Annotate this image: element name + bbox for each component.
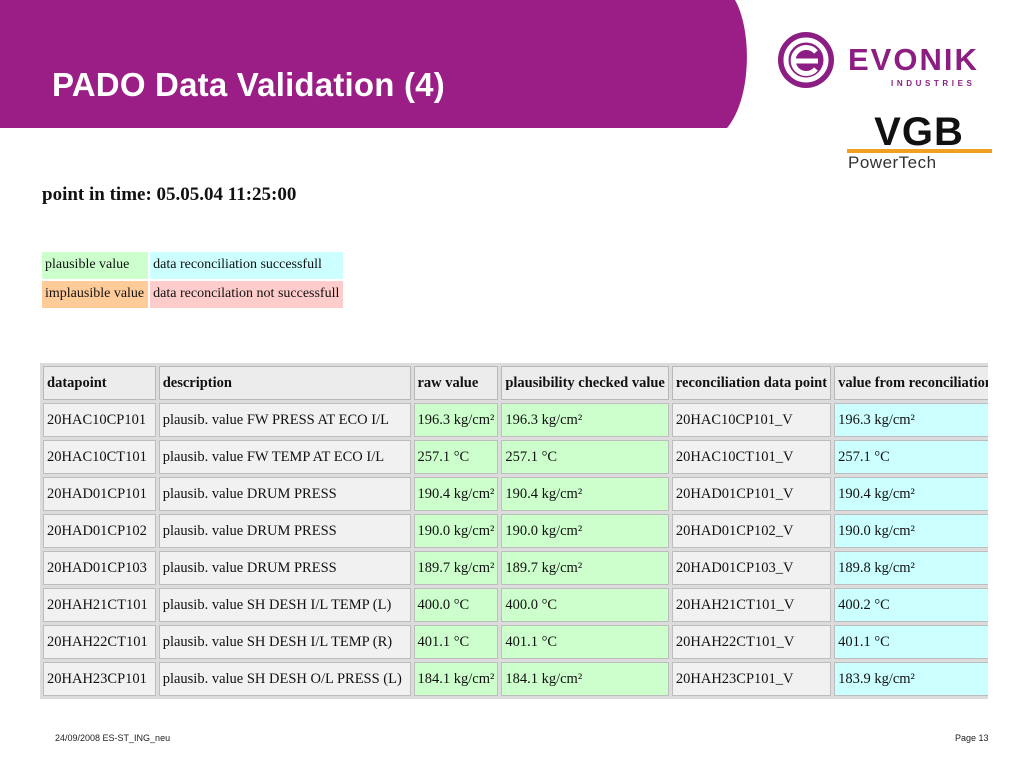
column-header-reconciliation-value: value from reconciliation [834, 366, 988, 400]
cell-description: plausib. value FW TEMP AT ECO I/L [158, 440, 411, 474]
cell-description: plausib. value FW PRESS AT ECO I/L [158, 403, 411, 437]
slide-title: PADO Data Validation (4) [52, 66, 445, 103]
evonik-logo [778, 32, 834, 88]
cell-reconciliation-value: 189.8 kg/cm² [834, 551, 988, 585]
vgb-wordmark: VGB [874, 110, 964, 154]
cell-raw-value: 184.1 kg/cm² [413, 662, 499, 696]
column-header-datapoint: datapoint [43, 366, 156, 400]
data-validation-screenshot: point in time: 05.05.04 11:25:00 plausib… [40, 178, 988, 716]
cell-reconciliation-point: 20HAD01CP102_V [671, 514, 832, 548]
cell-reconciliation-value: 190.4 kg/cm² [834, 477, 988, 511]
cell-raw-value: 401.1 °C [413, 625, 499, 659]
legend-label: plausible value [42, 252, 149, 279]
cell-reconciliation-point: 20HAD01CP103_V [671, 551, 832, 585]
cell-reconciliation-value: 400.2 °C [834, 588, 988, 622]
cell-description: plausib. value DRUM PRESS [158, 551, 411, 585]
legend-description: data reconciliation successfull [150, 252, 344, 279]
cell-datapoint: 20HAC10CP101 [43, 403, 156, 437]
cell-reconciliation-value: 401.1 °C [834, 625, 988, 659]
cell-description: plausib. value SH DESH O/L PRESS (L) [158, 662, 411, 696]
evonik-wordmark: EVONIK [848, 42, 979, 77]
table-header-row: datapoint description raw value plausibi… [43, 366, 988, 400]
cell-reconciliation-value: 257.1 °C [834, 440, 988, 474]
table-row: 20HAH23CP101 plausib. value SH DESH O/L P… [43, 662, 988, 696]
evonik-emblem-ring [783, 37, 829, 83]
cell-description: plausib. value DRUM PRESS [158, 477, 411, 511]
title-banner-shape [0, 0, 747, 128]
cell-reconciliation-point: 20HAH22CT101_V [671, 625, 832, 659]
cell-datapoint: 20HAD01CP102 [43, 514, 156, 548]
cell-plausibility-value: 400.0 °C [501, 588, 669, 622]
table-row: 20HAH21CT101 plausib. value SH DESH I/L T… [43, 588, 988, 622]
cell-description: plausib. value SH DESH I/L TEMP (R) [158, 625, 411, 659]
cell-reconciliation-value: 190.0 kg/cm² [834, 514, 988, 548]
cell-plausibility-value: 189.7 kg/cm² [501, 551, 669, 585]
cell-datapoint: 20HAH22CT101 [43, 625, 156, 659]
column-header-reconciliation-point: reconciliation data point [671, 366, 832, 400]
cell-reconciliation-point: 20HAH23CP101_V [671, 662, 832, 696]
cell-raw-value: 190.0 kg/cm² [413, 514, 499, 548]
vgb-subtitle: PowerTech [848, 153, 937, 172]
table-row: 20HAD01CP103 plausib. value DRUM PRESS 189… [43, 551, 988, 585]
cell-reconciliation-point: 20HAC10CT101_V [671, 440, 832, 474]
cell-reconciliation-point: 20HAD01CP101_V [671, 477, 832, 511]
cell-plausibility-value: 196.3 kg/cm² [501, 403, 669, 437]
validation-table-frame: datapoint description raw value plausibi… [40, 363, 988, 699]
column-header-description: description [158, 366, 411, 400]
cell-reconciliation-value: 183.9 kg/cm² [834, 662, 988, 696]
table-row: 20HAD01CP102 plausib. value DRUM PRESS 190… [43, 514, 988, 548]
table-row: 20HAH22CT101 plausib. value SH DESH I/L T… [43, 625, 988, 659]
cell-raw-value: 400.0 °C [413, 588, 499, 622]
cell-datapoint: 20HAD01CP101 [43, 477, 156, 511]
cell-raw-value: 257.1 °C [413, 440, 499, 474]
cell-plausibility-value: 184.1 kg/cm² [501, 662, 669, 696]
cell-datapoint: 20HAC10CT101 [43, 440, 156, 474]
cell-description: plausib. value SH DESH I/L TEMP (L) [158, 588, 411, 622]
footer-date-doc: 24/09/2008 ES-ST_ING_neu [55, 733, 171, 743]
cell-datapoint: 20HAH23CP101 [43, 662, 156, 696]
cell-reconciliation-point: 20HAH21CT101_V [671, 588, 832, 622]
legend-row: plausible value data reconciliation succe… [42, 252, 344, 279]
cell-description: plausib. value DRUM PRESS [158, 514, 411, 548]
legend-label: implausible value [42, 281, 149, 308]
table-row: 20HAC10CP101 plausib. value FW PRESS AT E… [43, 403, 988, 437]
legend-row: implausible value data reconcilation not … [42, 281, 344, 308]
title-banner [0, 0, 747, 128]
legend-table: plausible value data reconciliation succe… [40, 250, 345, 310]
table-row: 20HAD01CP101 plausib. value DRUM PRESS 190… [43, 477, 988, 511]
cell-datapoint: 20HAH21CT101 [43, 588, 156, 622]
cell-plausibility-value: 401.1 °C [501, 625, 669, 659]
evonik-subtitle: INDUSTRIES [891, 79, 976, 88]
legend-description: data reconcilation not successfull [150, 281, 344, 308]
column-header-raw-value: raw value [413, 366, 499, 400]
column-header-plausibility: plausibility checked value [501, 366, 669, 400]
point-in-time-heading: point in time: 05.05.04 11:25:00 [42, 184, 297, 205]
evonik-emblem-e [790, 45, 818, 76]
validation-table: datapoint description raw value plausibi… [40, 363, 988, 699]
cell-raw-value: 190.4 kg/cm² [413, 477, 499, 511]
cell-raw-value: 196.3 kg/cm² [413, 403, 499, 437]
cell-raw-value: 189.7 kg/cm² [413, 551, 499, 585]
cell-plausibility-value: 190.4 kg/cm² [501, 477, 669, 511]
table-row: 20HAC10CT101 plausib. value FW TEMP AT EC… [43, 440, 988, 474]
cell-reconciliation-point: 20HAC10CP101_V [671, 403, 832, 437]
vgb-logo-bar [847, 149, 992, 153]
footer-page-number: Page 13 [955, 733, 989, 743]
vgb-orange-bar [847, 149, 992, 153]
cell-datapoint: 20HAD01CP103 [43, 551, 156, 585]
cell-plausibility-value: 190.0 kg/cm² [501, 514, 669, 548]
cell-plausibility-value: 257.1 °C [501, 440, 669, 474]
cell-reconciliation-value: 196.3 kg/cm² [834, 403, 988, 437]
